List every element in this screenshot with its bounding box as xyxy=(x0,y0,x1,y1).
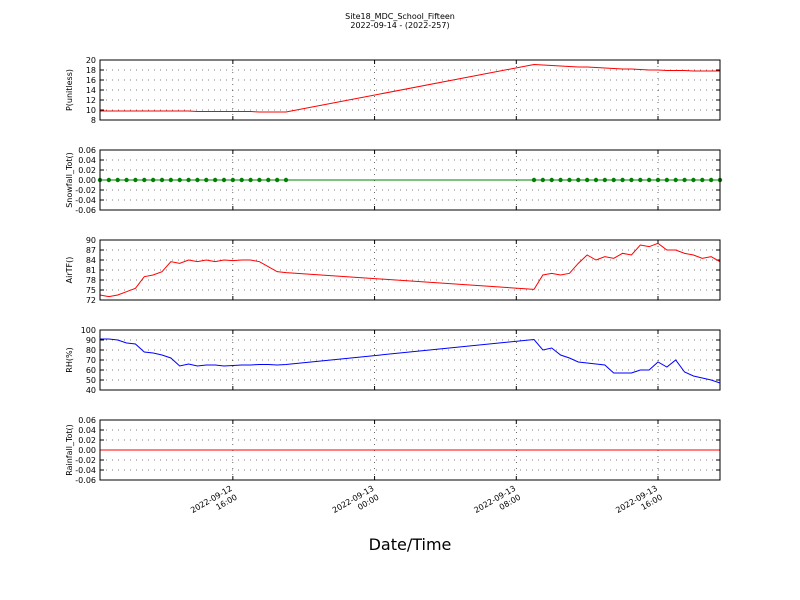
data-point xyxy=(150,177,156,183)
data-point xyxy=(248,177,253,183)
y-tick-label: -0.04 xyxy=(75,196,96,205)
y-tick-label: 0.02 xyxy=(78,436,96,445)
axes-frame xyxy=(99,239,721,301)
y-tick-label: 0.00 xyxy=(78,176,96,185)
data-point xyxy=(549,177,554,183)
data-point xyxy=(195,177,200,183)
data-point xyxy=(212,177,218,183)
data-point xyxy=(133,177,138,183)
data-point xyxy=(230,177,236,183)
data-point xyxy=(239,177,244,183)
data-point xyxy=(177,177,182,183)
y-tick-label: 12 xyxy=(86,96,96,105)
y-tick-label: 0.04 xyxy=(78,156,96,165)
data-point xyxy=(629,177,634,183)
data-point xyxy=(274,177,280,183)
y-tick-label: 40 xyxy=(86,386,96,395)
y-tick-label: 81 xyxy=(86,266,96,275)
data-point xyxy=(638,177,643,183)
data-point xyxy=(186,177,191,183)
y-tick-label: 72 xyxy=(86,296,96,305)
data-point xyxy=(558,177,563,183)
data-point xyxy=(531,177,537,183)
data-point xyxy=(106,177,112,183)
y-tick-label: 0.04 xyxy=(78,426,96,435)
y-tick-label: 18 xyxy=(86,66,96,75)
data-point xyxy=(700,177,705,183)
y-axis-label: Rainfall_Tot() xyxy=(65,424,74,476)
y-tick-label: 14 xyxy=(86,86,96,95)
data-point xyxy=(673,177,678,183)
y-tick-label: 0.02 xyxy=(78,166,96,175)
y-tick-label: 75 xyxy=(86,286,96,295)
y-tick-label: 20 xyxy=(86,56,96,65)
data-point xyxy=(708,177,714,183)
y-tick-label: 70 xyxy=(86,356,96,365)
data-point xyxy=(584,177,590,183)
data-point xyxy=(664,177,670,183)
y-tick-label: 0.00 xyxy=(78,446,96,455)
y-tick-label: 50 xyxy=(86,376,96,385)
data-point xyxy=(593,177,599,183)
axes-frame xyxy=(99,59,721,121)
y-axis-label: AirTF() xyxy=(65,257,74,284)
y-tick-label: 8 xyxy=(91,116,96,125)
y-tick-label: 80 xyxy=(86,346,96,355)
data-point xyxy=(142,177,147,183)
y-tick-label: 60 xyxy=(86,366,96,375)
y-tick-label: 84 xyxy=(86,256,96,265)
data-point xyxy=(168,177,174,183)
data-point xyxy=(124,177,129,183)
data-line xyxy=(100,63,720,113)
data-point xyxy=(204,177,209,183)
data-point xyxy=(611,177,616,183)
y-tick-label: -0.06 xyxy=(75,206,96,215)
data-point xyxy=(159,177,165,183)
x-axis-label: Date/Time xyxy=(369,535,452,554)
data-point xyxy=(115,177,120,183)
data-point xyxy=(567,177,572,183)
y-tick-label: 100 xyxy=(81,326,96,335)
data-point xyxy=(691,177,696,183)
y-tick-label: 0.06 xyxy=(78,146,96,155)
chart-subtitle: 2022-09-14 - (2022-257) xyxy=(350,21,449,30)
data-point xyxy=(221,177,227,183)
y-tick-label: 90 xyxy=(86,336,96,345)
y-tick-label: 87 xyxy=(86,246,96,255)
y-tick-label: -0.02 xyxy=(75,186,96,195)
data-point xyxy=(620,177,625,183)
y-tick-label: 90 xyxy=(86,236,96,245)
y-axis-label: P(unitless) xyxy=(65,69,74,111)
data-line xyxy=(100,338,721,384)
data-point xyxy=(257,177,262,183)
y-tick-label: -0.06 xyxy=(75,476,96,485)
y-axis-label: RH(%) xyxy=(65,347,74,372)
axes-frame xyxy=(99,419,721,481)
y-tick-label: -0.04 xyxy=(75,466,96,475)
y-tick-label: -0.02 xyxy=(75,456,96,465)
data-point xyxy=(540,177,546,183)
axes-frame xyxy=(99,329,721,391)
data-point xyxy=(646,177,652,183)
chart-title: Site18_MDC_School_Fifteen xyxy=(345,12,455,21)
data-point xyxy=(283,177,289,183)
y-axis-label: Snowfall_Tot() xyxy=(65,152,74,208)
data-point xyxy=(655,177,661,183)
data-line xyxy=(99,242,721,298)
y-tick-label: 0.06 xyxy=(78,416,96,425)
axes-frame xyxy=(99,149,721,211)
data-point xyxy=(682,177,687,183)
data-point xyxy=(576,177,581,183)
data-point xyxy=(602,177,608,183)
y-tick-label: 78 xyxy=(86,276,96,285)
y-tick-label: 16 xyxy=(86,76,96,85)
y-tick-label: 10 xyxy=(86,106,96,115)
data-point xyxy=(266,177,271,183)
